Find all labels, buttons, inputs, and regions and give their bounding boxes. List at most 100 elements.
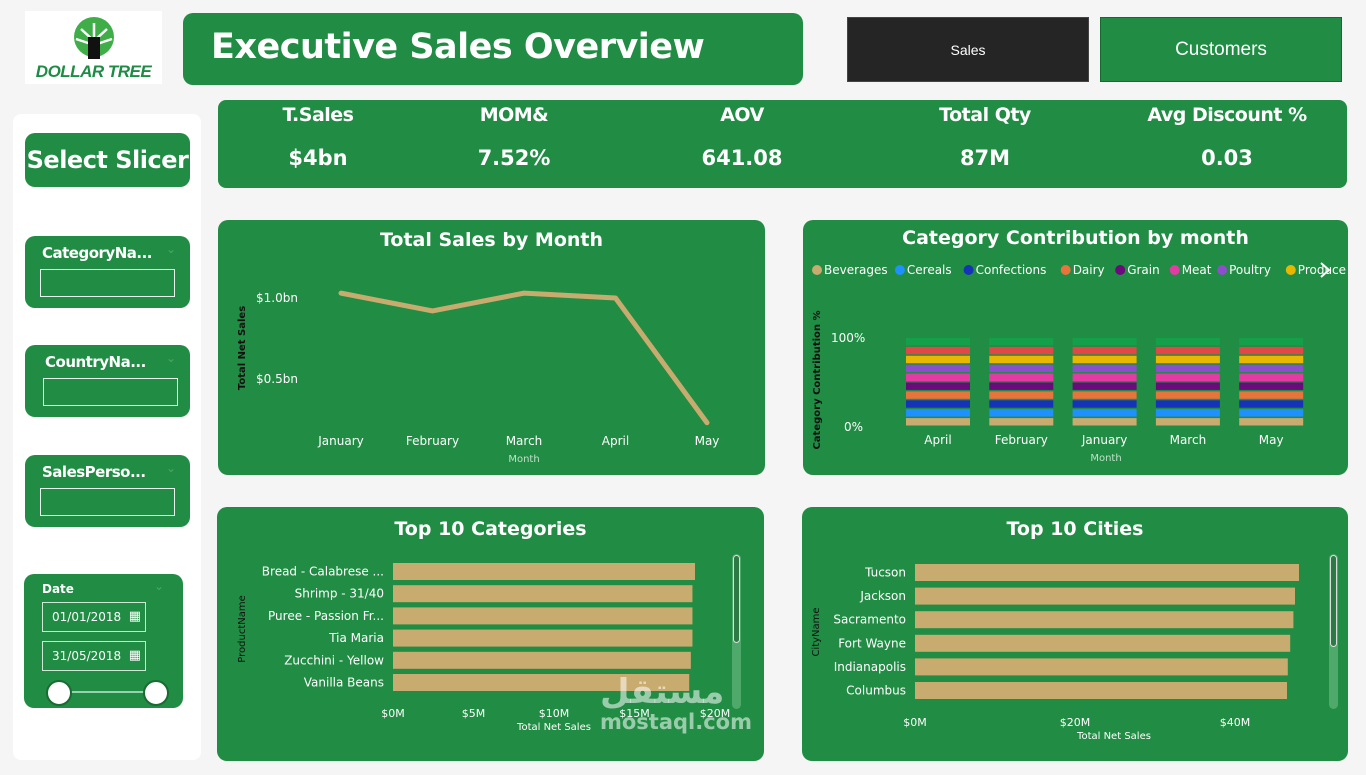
calendar-icon[interactable]: ▦ (128, 609, 141, 624)
chevron-down-icon[interactable]: ⌄ (165, 242, 176, 256)
category-label: Fort Wayne (838, 636, 906, 650)
customers-page-button[interactable]: Customers (1100, 17, 1342, 82)
category-contribution-chart: Beverages Cereals Confections Dairy Grain Mea… (812, 262, 1346, 464)
stacked-bar-segment (1072, 338, 1137, 346)
stacked-bar-segment (1239, 364, 1304, 373)
scrollbar[interactable] (732, 554, 741, 709)
chevron-down-icon[interactable]: ⌄ (154, 579, 165, 593)
kpi-value: $4bn (288, 146, 348, 170)
logo-text: DOLLAR TREE (35, 62, 152, 81)
sales-page-button[interactable]: Sales (847, 17, 1089, 82)
legend-marker (1060, 265, 1071, 275)
x-tick-label: March (1170, 433, 1207, 447)
line-point (705, 420, 709, 425)
bar (915, 634, 1291, 652)
stacked-bar-segment (906, 355, 970, 364)
chevron-down-icon[interactable]: ⌄ (165, 351, 176, 365)
filter-label: SalesPerso... (42, 463, 146, 481)
category-slicer[interactable]: CategoryNa... ⌄ (25, 236, 190, 308)
date-range-start-handle[interactable] (46, 680, 72, 706)
x-tick-label: $40M (1220, 716, 1251, 729)
salesperson-slicer[interactable]: SalesPerso... ⌄ (25, 455, 190, 527)
top-10-categories-card: Top 10 Categories Bread - Calabrese ... S… (217, 507, 764, 761)
scrollbar-thumb[interactable] (733, 555, 740, 643)
dollar-tree-logo: DOLLAR TREE (25, 11, 162, 84)
kpi-value: 87M (959, 146, 1011, 170)
x-tick-label: $10M (539, 707, 570, 720)
country-slicer[interactable]: CountryNa... ⌄ (25, 345, 190, 417)
bar (915, 611, 1294, 629)
x-tick-label: $15M (619, 707, 650, 720)
category-label: Tia Maria (328, 631, 384, 645)
date-range-end-handle[interactable] (143, 680, 169, 706)
stacked-bar-segment (906, 373, 970, 381)
stacked-bar-segment (989, 373, 1054, 381)
x-axis-label: Month (508, 454, 539, 465)
category-label: Bread - Calabrese ... (262, 565, 384, 579)
select-slicer-title: Select Slicer (25, 133, 190, 187)
x-tick-label: January (1081, 433, 1128, 447)
stacked-bar-segment (1239, 409, 1304, 417)
stacked-bar-segment (906, 346, 970, 355)
y-axis-label: CityName (811, 607, 822, 656)
end-date-input[interactable]: 31/05/2018 ▦ (42, 641, 146, 671)
x-tick-label: $20M (700, 707, 731, 720)
end-date-value: 31/05/2018 (52, 649, 122, 663)
x-tick-label: $20M (1060, 716, 1091, 729)
stacked-bar-segment (989, 409, 1054, 417)
stacked-bar-segment (1072, 409, 1137, 417)
start-date-input[interactable]: 01/01/2018 ▦ (42, 602, 146, 632)
chart-title: Total Sales by Month (379, 229, 604, 251)
stacked-bar-segment (1072, 400, 1137, 408)
chevron-down-icon[interactable]: ⌄ (165, 461, 176, 475)
stacked-bar-segment (906, 382, 970, 390)
total-sales-by-month-card: Total Sales by Month $0.5bn $1.0bn Total N… (218, 220, 765, 475)
bar (393, 674, 690, 691)
date-range-track[interactable] (58, 691, 156, 693)
y-axis-label: Total Net Sales (237, 306, 248, 390)
stacked-bar-segment (906, 364, 970, 373)
stacked-bar-segment (1155, 418, 1220, 426)
x-tick-label: February (995, 433, 1048, 447)
x-tick-label: April (602, 434, 629, 448)
stacked-bar-segment (1239, 373, 1304, 381)
filter-label: CategoryNa... (42, 244, 152, 262)
stacked-bar-segment (1072, 346, 1137, 355)
x-tick-label: April (924, 433, 951, 447)
legend-marker (1169, 265, 1180, 275)
x-axis-label: Total Net Sales (516, 722, 591, 733)
stacked-bar-segment (1072, 382, 1137, 390)
x-tick-label: February (406, 434, 459, 448)
scrollbar[interactable] (1329, 554, 1338, 709)
category-label: Shrimp - 31/40 (295, 587, 384, 601)
x-axis-label: Month (1090, 453, 1121, 464)
category-label: Indianapolis (834, 660, 906, 674)
y-axis-label: ProductName (237, 595, 248, 662)
scrollbar-thumb[interactable] (1330, 555, 1337, 647)
line-point (339, 291, 343, 296)
stacked-bar-segment (1239, 338, 1304, 346)
stacked-bar-segment (1155, 364, 1220, 373)
stacked-bar-segment (1239, 355, 1304, 364)
stacked-bar-segment (1239, 391, 1304, 399)
stacked-bar-segment (1155, 400, 1220, 408)
stacked-bar-segment (1072, 373, 1137, 381)
country-dropdown[interactable] (43, 378, 178, 406)
y-tick-label: 0% (844, 420, 863, 434)
stacked-bar-segment (906, 409, 970, 417)
stacked-bar-segment (989, 391, 1054, 399)
stacked-bar-segment (1239, 418, 1304, 426)
stacked-bar-segment (1155, 391, 1220, 399)
calendar-icon[interactable]: ▦ (128, 648, 141, 663)
category-dropdown[interactable] (40, 269, 175, 297)
salesperson-dropdown[interactable] (40, 488, 175, 516)
stacked-bar-segment (989, 364, 1054, 373)
top-cities-bar-chart: Tucson Jackson Sacramento Fort Wayne Indiana… (811, 564, 1299, 742)
kpi-bar: T.Sales $4bn MOM& 7.52% AOV 641.08 Total… (218, 100, 1347, 188)
legend-label: Produce (1298, 263, 1346, 277)
category-label: Sacramento (833, 613, 906, 627)
legend-label: Poultry (1229, 263, 1271, 277)
legend-label: Grain (1127, 263, 1160, 277)
category-label: Vanilla Beans (304, 676, 384, 690)
stacked-bar-segment (1239, 400, 1304, 408)
